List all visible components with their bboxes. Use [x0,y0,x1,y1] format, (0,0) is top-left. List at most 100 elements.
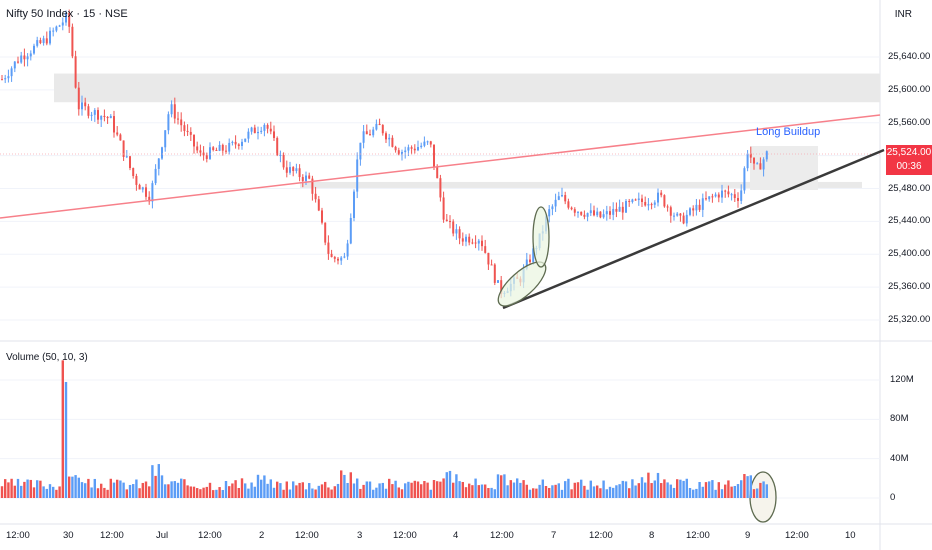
volume-bar [173,481,176,498]
candle-body [311,178,314,194]
volume-bar [141,482,144,498]
candle-body [551,206,554,210]
candle-body [749,153,752,158]
candle-body [292,167,295,172]
volume-bar [196,488,199,498]
volume-bar [541,479,544,498]
volume-tick-label: 40M [890,452,909,464]
volume-bar [356,478,359,498]
volume-bar [346,482,349,498]
time-tick-label: 12:00 [589,530,613,541]
candle-body [756,163,759,165]
last-price-tag: 25,524.00 00:36 [886,145,932,175]
candle-body [10,68,13,77]
volume-bar [554,484,557,498]
candle-body [90,114,93,116]
volume-bar [330,489,333,498]
symbol-title[interactable]: Nifty 50 Index · 15 · NSE [6,8,128,20]
candle-body [225,150,227,152]
candle-body [196,146,199,151]
volume-bar [260,479,263,498]
candle-body [746,153,749,169]
volume-bar [87,478,90,498]
candle-body [177,118,179,120]
volume-bar [576,482,580,498]
volume-bar [407,481,410,498]
volume-bar [183,479,186,498]
volume-bar [714,489,717,498]
candle-body [337,258,339,261]
volume-bar [132,484,135,498]
volume-bar [234,480,237,498]
volume-bar [580,479,583,498]
candle-body [407,147,410,151]
volume-bar [538,484,541,498]
volume-bar [624,481,628,498]
volume-bar [724,484,727,498]
candle-body [132,168,135,176]
candle-body [135,175,138,185]
volume-bar [103,487,106,498]
candle-body [186,130,189,132]
candle-body [733,194,736,199]
volume-bar [445,472,448,498]
volume-bar [231,483,234,498]
candle-body [621,206,624,213]
candle-body [84,102,87,107]
volume-bar [436,481,439,498]
candle-body [615,208,618,212]
candle-body [266,124,269,129]
candle-body [471,242,474,244]
candle-body [628,201,631,203]
price-tick-label: 25,480.00 [888,182,931,194]
candle-body [477,240,480,244]
volume-bar [416,481,420,498]
candle-body [324,222,327,243]
black-trendline [502,148,885,310]
candle-body [417,147,419,151]
candle-body [388,137,391,140]
volume-bar [23,481,26,498]
volume-bar [730,486,733,498]
candle-body [122,140,125,157]
candle-body [295,168,298,172]
candle-body [362,131,365,143]
candle-body [599,211,602,218]
candle-body [285,167,288,173]
volume-bar [727,480,730,498]
volume-bar [282,489,285,498]
volume-bar [532,488,535,498]
candle-body [490,264,493,266]
volume-bar [208,482,212,498]
volume-bar [397,487,400,498]
volume-bar [42,486,45,498]
candle-body [241,141,243,146]
volume-bar [420,484,423,498]
candle-body [36,40,39,46]
volume-bar [413,480,416,498]
volume-bar [228,486,231,498]
candle-body [484,246,487,253]
candle-body [237,144,240,146]
candle-body [273,131,275,138]
candle-body [669,207,672,216]
volume-bar [7,482,10,498]
candle-body [644,201,647,206]
volume-bar [484,484,487,498]
candle-body [205,155,208,159]
volume-bar [39,480,42,498]
volume-bar [384,488,388,498]
candle-body [183,125,186,131]
candle-body [372,129,375,136]
time-tick-label: 12:00 [490,530,514,541]
candle-body [685,214,688,224]
volume-bar [672,487,676,498]
currency-label[interactable]: INR [894,9,912,20]
candle-body [269,128,272,132]
volume-bar [375,487,378,498]
volume-indicator-label[interactable]: Volume (50, 10, 3) [6,352,88,363]
candle-body [580,211,583,215]
candle-body [401,151,403,155]
candle-body [100,115,103,120]
